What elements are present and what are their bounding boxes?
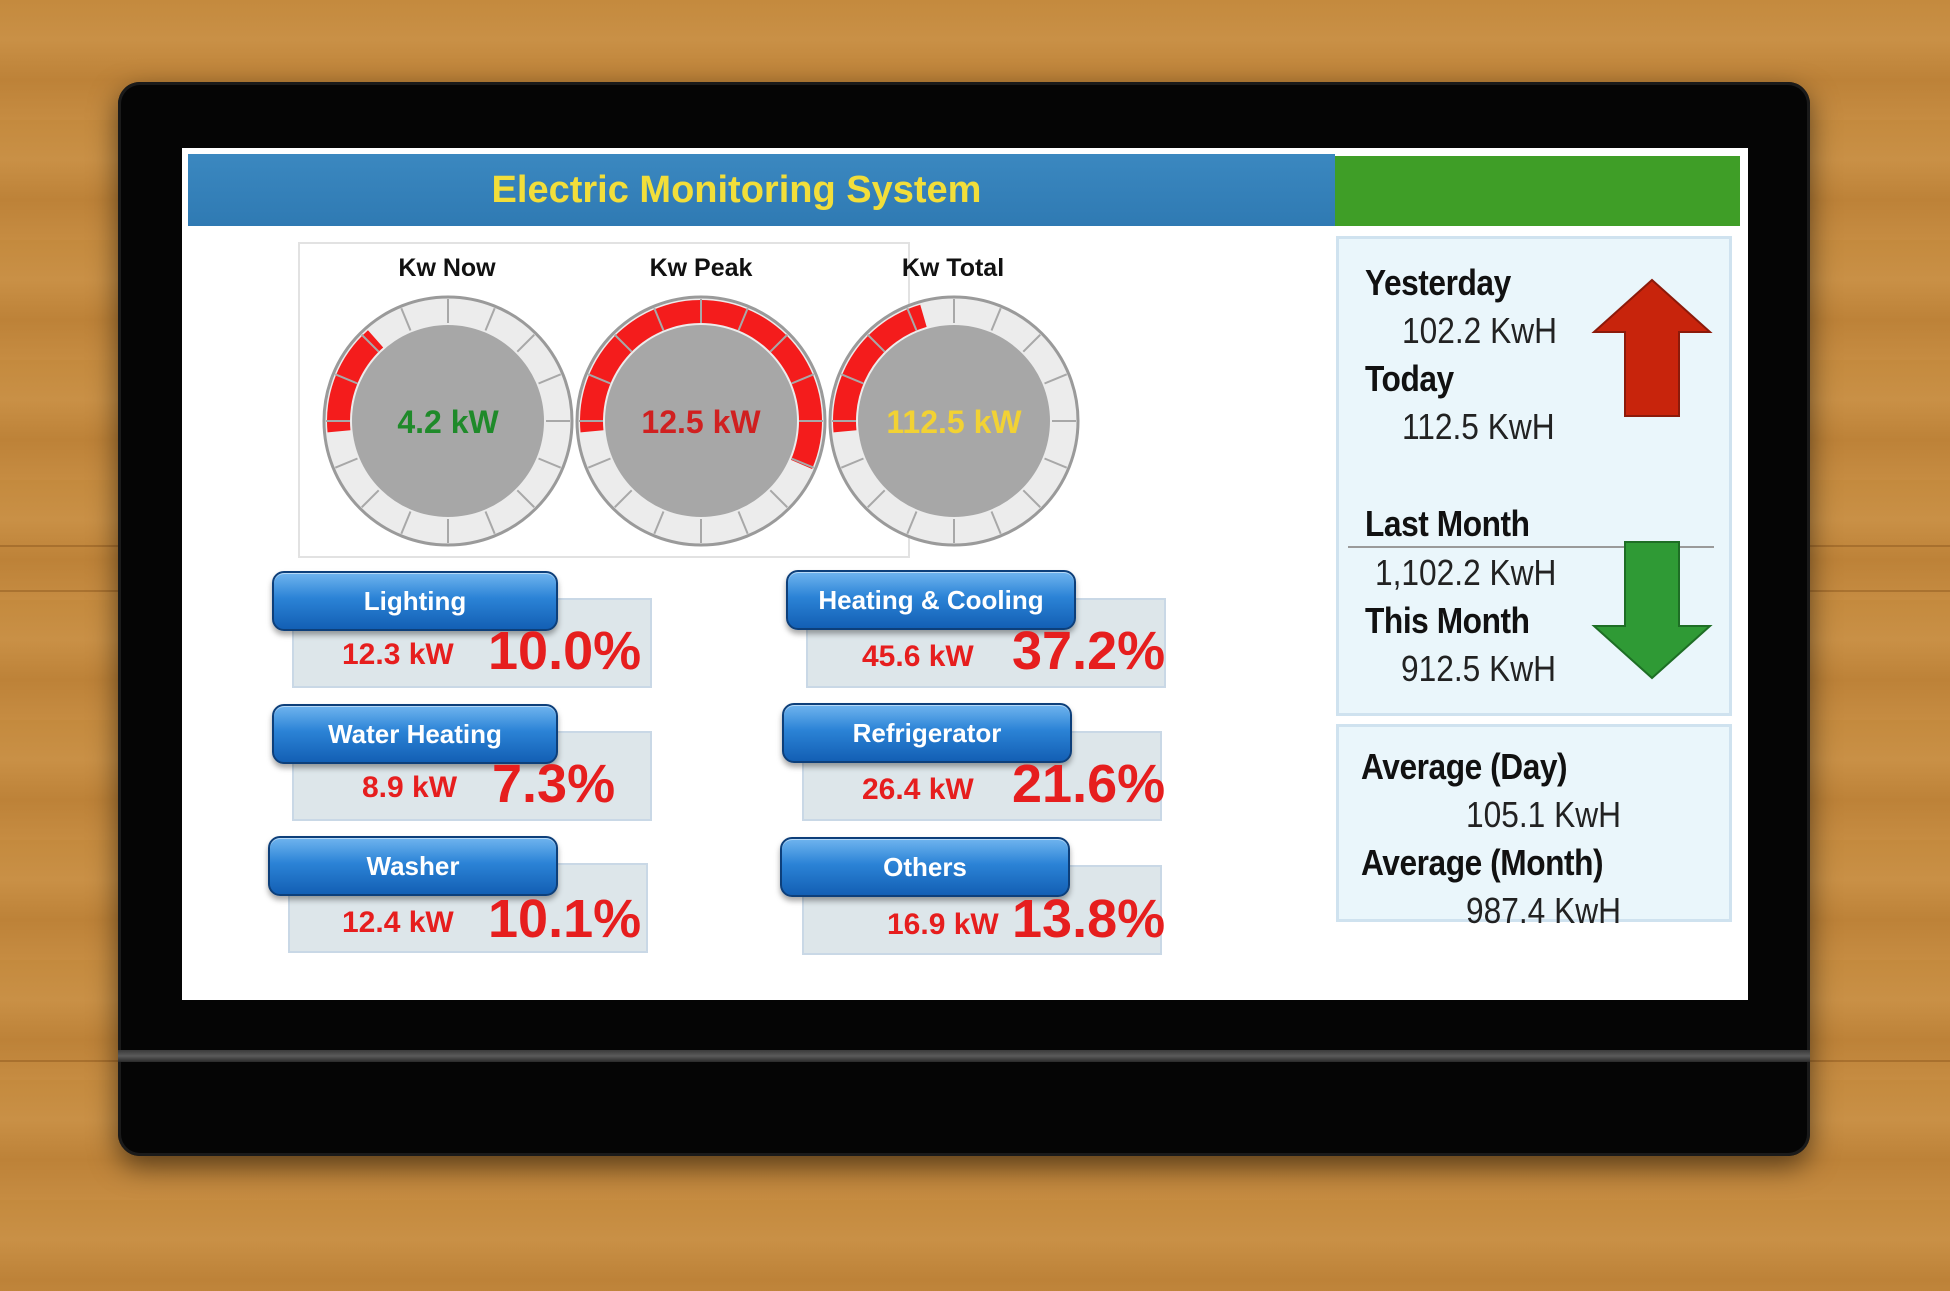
category-percent-others: 13.8% bbox=[1012, 889, 1166, 949]
gauge-tick bbox=[1044, 373, 1068, 385]
yesterday-label: Yesterday bbox=[1365, 262, 1511, 303]
gauge-tick bbox=[334, 373, 358, 385]
gauge-tick bbox=[1044, 457, 1068, 469]
header-accent-bar bbox=[1335, 156, 1740, 226]
average-month-value: 987.4 KwH bbox=[1466, 890, 1621, 931]
today-label: Today bbox=[1365, 358, 1454, 399]
this-month-value: 912.5 KwH bbox=[1401, 648, 1556, 689]
category-kw-others: 16.9 kW bbox=[887, 908, 999, 941]
up-arrow-icon bbox=[1591, 278, 1713, 417]
category-percent-lighting: 10.0% bbox=[488, 621, 642, 681]
gauge-tick bbox=[840, 457, 864, 469]
last-month-value: 1,102.2 KwH bbox=[1375, 552, 1557, 593]
category-kw-water-heating: 8.9 kW bbox=[362, 771, 458, 804]
gauge-tick bbox=[538, 457, 562, 469]
gauge-center bbox=[858, 325, 1050, 517]
gauge-tick bbox=[867, 489, 886, 508]
gauge-title-kw-peak: Kw Peak bbox=[649, 254, 753, 282]
gauge-tick bbox=[400, 511, 412, 535]
gauge-kw-total: 112.5 kW bbox=[828, 295, 1080, 547]
gauge-tick bbox=[614, 489, 633, 508]
gauge-center bbox=[605, 325, 797, 517]
category-kw-heating-cooling: 45.6 kW bbox=[862, 640, 974, 673]
gauge-tick bbox=[484, 307, 496, 331]
gauge-tick bbox=[906, 511, 918, 535]
average-month-label: Average (Month) bbox=[1361, 842, 1604, 883]
gauge-fill-arc bbox=[580, 300, 822, 470]
gauge-fill-arc bbox=[327, 330, 384, 433]
category-button-heating-cooling[interactable]: Heating & Cooling bbox=[786, 570, 1076, 630]
gauge-tick bbox=[906, 307, 918, 331]
gauge-tick bbox=[614, 334, 633, 353]
average-day-label: Average (Day) bbox=[1361, 746, 1568, 787]
header-bar: Electric Monitoring System bbox=[188, 154, 1335, 226]
category-percent-refrigerator: 21.6% bbox=[1012, 754, 1166, 814]
category-button-lighting[interactable]: Lighting bbox=[272, 571, 558, 631]
monitor-bezel: Electric Monitoring System Kw Now Kw Pea… bbox=[118, 82, 1810, 1156]
gauge-tick bbox=[516, 334, 535, 353]
gauge-tick bbox=[484, 511, 496, 535]
gauge-value-kw-peak: 12.5 kW bbox=[641, 404, 761, 440]
gauge-value-kw-total: 112.5 kW bbox=[886, 404, 1022, 440]
gauge-tick bbox=[516, 489, 535, 508]
gauge-tick bbox=[769, 489, 788, 508]
gauge-tick bbox=[538, 373, 562, 385]
gauge-tick bbox=[587, 457, 611, 469]
gauge-fill-arc bbox=[833, 304, 927, 433]
category-percent-water-heating: 7.3% bbox=[492, 754, 616, 814]
gauge-value-kw-now: 4.2 kW bbox=[397, 404, 499, 440]
category-kw-washer: 12.4 kW bbox=[342, 906, 454, 939]
gauge-tick bbox=[653, 307, 665, 331]
down-arrow-icon bbox=[1591, 541, 1713, 680]
gauge-center bbox=[352, 325, 544, 517]
category-percent-heating-cooling: 37.2% bbox=[1012, 621, 1166, 681]
gauge-kw-now: 4.2 kW bbox=[322, 295, 574, 547]
gauge-tick bbox=[361, 489, 380, 508]
category-button-refrigerator[interactable]: Refrigerator bbox=[782, 703, 1072, 763]
gauge-title-kw-total: Kw Total bbox=[901, 254, 1005, 282]
average-panel bbox=[1336, 724, 1732, 922]
gauge-tick bbox=[867, 334, 886, 353]
gauge-tick bbox=[769, 334, 788, 353]
gauge-tick bbox=[791, 457, 815, 469]
category-percent-washer: 10.1% bbox=[488, 889, 642, 949]
gauge-tick bbox=[990, 307, 1002, 331]
today-value: 112.5 KwH bbox=[1402, 406, 1555, 447]
category-kw-lighting: 12.3 kW bbox=[342, 638, 454, 671]
gauge-title-kw-now: Kw Now bbox=[398, 254, 496, 282]
stats-divider bbox=[1348, 546, 1714, 548]
gauge-tick bbox=[791, 373, 815, 385]
monitor-bottom-strip bbox=[118, 1050, 1810, 1062]
gauge-tick bbox=[1022, 489, 1041, 508]
gauge-tick bbox=[653, 511, 665, 535]
gauge-tick bbox=[737, 307, 749, 331]
page-title: Electric Monitoring System bbox=[491, 168, 982, 211]
gauge-tick bbox=[400, 307, 412, 331]
dashboard-screen: Electric Monitoring System Kw Now Kw Pea… bbox=[182, 148, 1748, 1000]
gauge-tick bbox=[334, 457, 358, 469]
gauge-tick bbox=[737, 511, 749, 535]
category-button-water-heating[interactable]: Water Heating bbox=[272, 704, 558, 764]
gauge-tick bbox=[840, 373, 864, 385]
gauge-tick bbox=[361, 334, 380, 353]
yesterday-value: 102.2 KwH bbox=[1402, 310, 1557, 351]
category-button-washer[interactable]: Washer bbox=[268, 836, 558, 896]
last-month-label: Last Month bbox=[1365, 503, 1530, 544]
this-month-label: This Month bbox=[1365, 600, 1530, 641]
gauge-tick bbox=[1022, 334, 1041, 353]
gauge-tick bbox=[587, 373, 611, 385]
category-kw-refrigerator: 26.4 kW bbox=[862, 773, 974, 806]
gauge-tick bbox=[990, 511, 1002, 535]
category-button-others[interactable]: Others bbox=[780, 837, 1070, 897]
average-day-value: 105.1 KwH bbox=[1466, 794, 1621, 835]
gauge-kw-peak: 12.5 kW bbox=[575, 295, 827, 547]
